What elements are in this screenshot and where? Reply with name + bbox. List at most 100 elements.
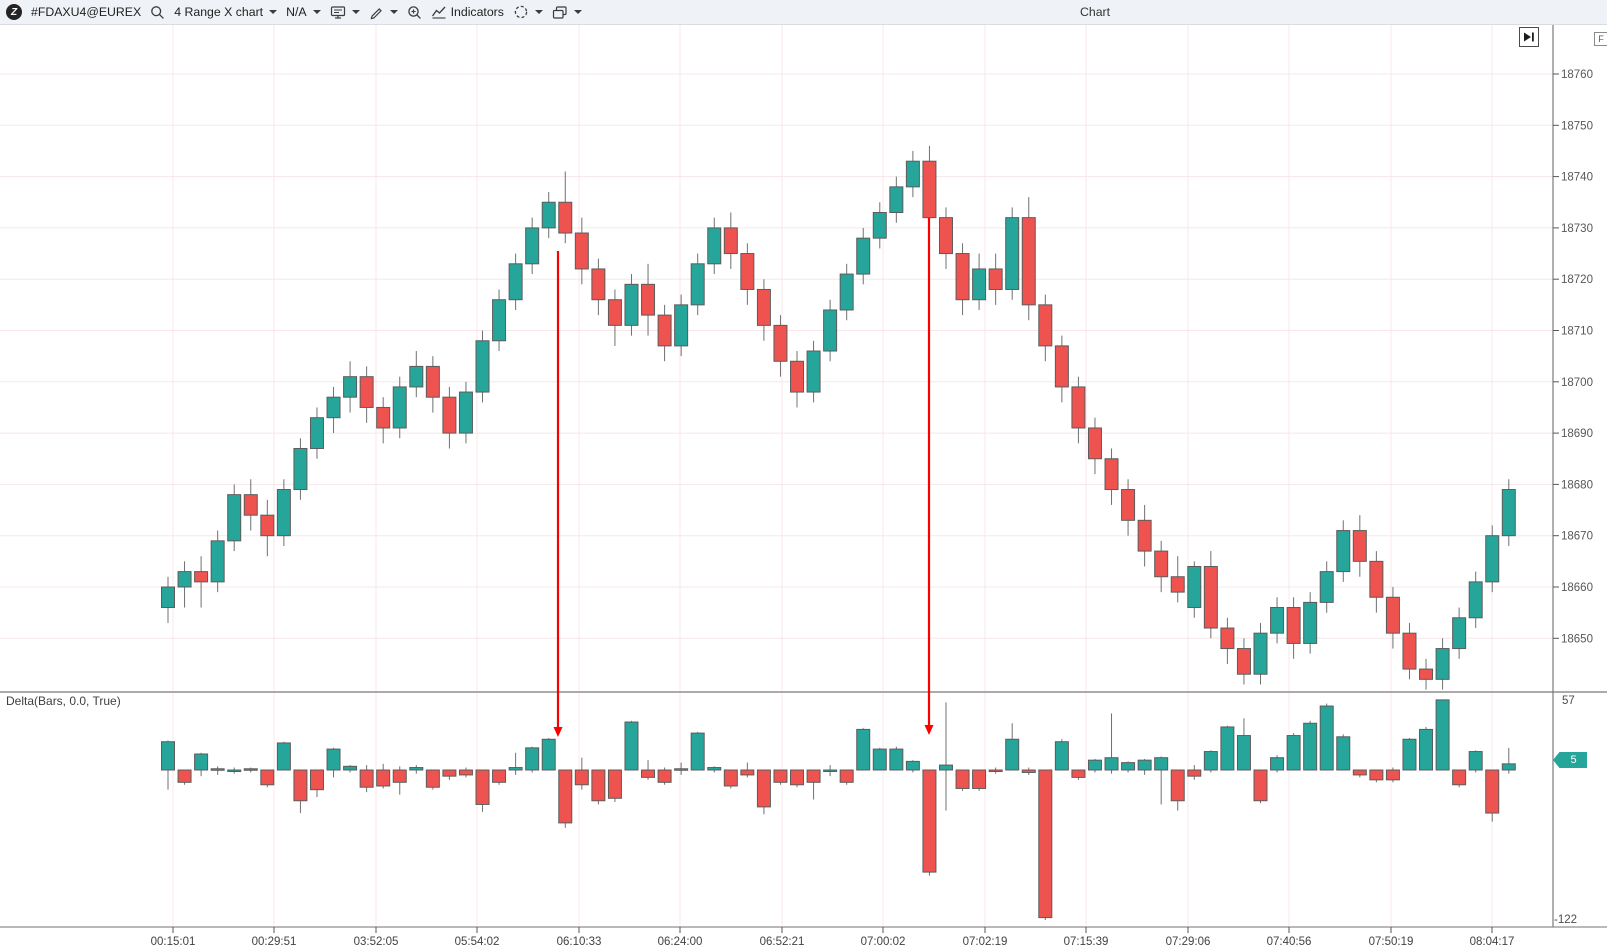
delta-bar [1071, 769, 1086, 778]
candle [972, 268, 987, 301]
indicators-button[interactable]: Indicators [431, 5, 504, 19]
delta-bar [922, 769, 937, 873]
time-tick-label: 07:02:19 [963, 936, 1008, 948]
time-tick-label: 07:00:02 [861, 936, 906, 948]
candle [641, 283, 656, 316]
candle [591, 268, 606, 301]
delta-bar [194, 753, 209, 771]
candle [889, 186, 904, 214]
chart-area[interactable]: 18760 18750 18740 18730 18720 18710 18700 18690… [0, 25, 1607, 950]
drawing-tools-selector[interactable] [369, 5, 398, 20]
delta-bar [558, 769, 573, 824]
candle [707, 227, 722, 265]
chevron-down-icon [534, 10, 543, 14]
delta-bar [839, 769, 854, 783]
chart-canvas[interactable]: 18760 18750 18740 18730 18720 18710 18700 18690… [0, 25, 1607, 950]
delta-bar [607, 769, 622, 799]
chart-toolbar: Z #FDAXU4@EUREX 4 Range X chart N/A [0, 0, 1607, 25]
delta-bar [1253, 769, 1268, 802]
candle [1369, 560, 1384, 598]
candle [1054, 345, 1069, 388]
candle [1154, 550, 1169, 578]
delta-bar [293, 769, 308, 802]
candle [1286, 607, 1301, 644]
time-tick-label: 07:29:06 [1166, 936, 1211, 948]
candle [227, 494, 242, 542]
delta-bar [690, 732, 705, 771]
windows-layout-icon [552, 5, 568, 20]
delta-indicator-label[interactable]: Delta(Bars, 0.0, True) [6, 694, 121, 708]
candle [243, 494, 258, 516]
delta-bar [1236, 735, 1251, 771]
chart-type-label: 4 Range X chart [174, 5, 264, 19]
delta-bar [161, 741, 175, 771]
price-tick-label: 18750 [1561, 120, 1593, 132]
delta-bar [1005, 738, 1020, 771]
candle [1352, 530, 1367, 562]
delta-bar [1187, 769, 1202, 777]
delta-last-value-badge: 5 [1553, 752, 1587, 768]
candle [1236, 648, 1251, 675]
delta-bar [856, 728, 871, 771]
delta-bar [1385, 769, 1400, 781]
candle [541, 201, 556, 229]
delta-bar [972, 769, 987, 789]
time-tick-label: 00:29:51 [252, 936, 297, 948]
price-tick-label: 18760 [1561, 69, 1593, 81]
time-tick-label: 07:15:39 [1064, 936, 1109, 948]
delta-bar [1270, 757, 1285, 771]
zoom-in-icon[interactable] [407, 5, 422, 20]
jump-to-latest-button[interactable] [1519, 27, 1539, 47]
candle [392, 386, 407, 429]
display-mode-selector[interactable] [330, 5, 360, 20]
candle [740, 253, 755, 290]
candle [1071, 386, 1086, 429]
monitor-icon [330, 5, 346, 20]
delta-bar [641, 769, 656, 778]
candle [823, 309, 838, 352]
annotation-arrows [553, 218, 934, 737]
time-tick-label: 06:52:21 [760, 936, 805, 948]
delta-bar [1038, 769, 1053, 919]
candle [905, 160, 920, 188]
delta-bar [1021, 769, 1036, 773]
candle [607, 299, 622, 326]
account-selector[interactable]: N/A [286, 5, 321, 19]
delta-bar [1121, 762, 1136, 771]
candle [955, 253, 970, 301]
candle [425, 365, 440, 398]
delta-bar [475, 769, 490, 805]
delta-bar [1501, 763, 1516, 771]
chart-type-selector[interactable]: 4 Range X chart [174, 5, 278, 19]
gridlines [0, 25, 1553, 927]
candle [790, 360, 805, 393]
candle [1452, 617, 1467, 650]
candle [1385, 596, 1400, 634]
candle [276, 489, 291, 537]
delta-bar [376, 769, 391, 787]
candle [1038, 304, 1053, 347]
candle [343, 376, 358, 398]
candle [1253, 632, 1268, 675]
account-label: N/A [286, 5, 307, 19]
search-icon[interactable] [150, 5, 165, 20]
candle [624, 283, 639, 326]
delta-bar [227, 769, 242, 772]
target-circle-icon [513, 4, 529, 20]
delta-bar [343, 765, 358, 771]
price-tick-label: 18700 [1561, 377, 1593, 389]
indicators-label: Indicators [450, 5, 504, 19]
candle [326, 396, 341, 419]
platform-logo-icon[interactable]: Z [6, 4, 22, 20]
candle [574, 232, 589, 270]
favorites-f-icon[interactable]: F [1594, 32, 1607, 46]
delta-bar [574, 769, 589, 786]
layout-selector[interactable] [552, 5, 582, 20]
candle [492, 299, 507, 342]
crosshair-selector[interactable] [513, 4, 543, 20]
candle [1485, 535, 1500, 583]
instrument-selector[interactable]: #FDAXU4@EUREX [31, 5, 142, 19]
delta-bar [756, 769, 771, 808]
candle [558, 201, 573, 234]
delta-bar [260, 769, 275, 786]
